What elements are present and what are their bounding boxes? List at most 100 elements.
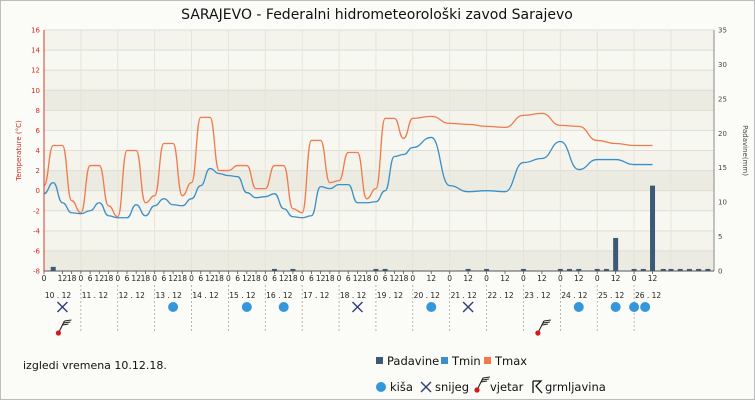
temperature-lines	[43, 112, 653, 219]
y-tick-label: 0	[36, 187, 40, 195]
x-hour-label: 12	[500, 274, 510, 283]
x-hour-label: 0	[632, 274, 637, 283]
legend-label-padavine: Padavine	[387, 354, 439, 368]
x-day-label: 10 . 12	[45, 291, 71, 300]
wind-barb	[482, 376, 491, 379]
precipitation-bar	[668, 268, 674, 271]
x-hour-label: 18	[325, 274, 335, 283]
precipitation-bar	[50, 266, 56, 271]
legend-label-tmax: Tmax	[494, 354, 527, 368]
precipitation-bar	[373, 268, 379, 271]
precipitation-bar	[557, 268, 563, 271]
rain-icon	[629, 302, 640, 312]
x-hour-label: 18	[178, 274, 188, 283]
y-tick-label: -8	[33, 268, 40, 276]
x-hour-label: 0	[115, 274, 120, 283]
x-hour-label: 12	[426, 274, 436, 283]
x-hour-label: 0	[595, 274, 600, 283]
wind-dot	[55, 330, 62, 336]
precipitation-bar	[382, 268, 388, 271]
x-hour-label: 18	[67, 274, 77, 283]
x-hour-label: 0	[300, 274, 305, 283]
x-day-label: 22 . 12	[487, 291, 513, 300]
background-band	[44, 50, 714, 71]
x-hour-label: 18	[214, 274, 224, 283]
x-hour-label: 6	[383, 274, 388, 283]
legend-swatch-tmin	[441, 357, 448, 364]
x-day-label: 24 . 12	[561, 291, 587, 300]
x-day-label: 19 . 12	[377, 291, 403, 300]
precipitation-bar	[567, 268, 573, 271]
precipitation-bar	[613, 237, 619, 271]
legend-swatch-padavine	[376, 357, 383, 364]
series-line-tmin	[43, 136, 653, 219]
y-tick-label: 10	[31, 87, 40, 95]
precipitation-bar	[520, 268, 526, 271]
x-hour-label: 12	[95, 274, 105, 283]
y-tick-label: 14	[31, 47, 40, 55]
x-hour-label: 12	[205, 274, 215, 283]
precipitation-bar	[640, 268, 646, 271]
x-hour-label: 6	[309, 274, 314, 283]
y2-tick-label: 15	[718, 164, 727, 172]
forecast-note: izgledi vremena 10.12.18.	[23, 359, 167, 372]
x-hour-label: 0	[78, 274, 83, 283]
snow-stroke	[462, 301, 474, 313]
x-hour-label: 0	[226, 274, 231, 283]
y-tick-label: 12	[31, 67, 40, 75]
snow-stroke	[56, 301, 68, 313]
x-hour-label: 0	[484, 274, 489, 283]
y-tick-label: -2	[33, 207, 40, 215]
background-band	[44, 170, 714, 191]
x-day-label: 21 . 12	[451, 291, 477, 300]
precipitation-bar	[594, 268, 600, 271]
x-hour-label: 12	[316, 274, 326, 283]
x-hour-label: 0	[410, 274, 415, 283]
legend-label-tmin: Tmin	[451, 354, 481, 368]
x-hour-label: 18	[399, 274, 409, 283]
y2-tick-label: 35	[718, 27, 727, 35]
y-tick-label: 6	[36, 127, 41, 135]
x-hour-label: 0	[447, 274, 452, 283]
background-band	[44, 130, 714, 151]
precipitation-bar	[290, 268, 296, 271]
rain-icon	[241, 302, 252, 312]
x-hour-label: 6	[235, 274, 240, 283]
wind-barb	[541, 323, 548, 326]
rain-icon	[168, 302, 179, 312]
snow-icon	[56, 301, 68, 313]
wind-barb	[542, 321, 550, 324]
y2-axis-title: Padavine(mm)	[741, 125, 749, 176]
x-hour-label: 6	[272, 274, 277, 283]
x-hour-label: 12	[611, 274, 621, 283]
wind-barb	[480, 380, 488, 383]
x-hour-label: 0	[374, 274, 379, 283]
precipitation-bar	[686, 268, 692, 271]
background-band	[44, 90, 714, 111]
chart-title: SARAJEVO - Federalni hidrometeorološki z…	[181, 7, 573, 23]
x-hour-label: 12	[463, 274, 473, 283]
y-tick-label: -6	[33, 247, 41, 255]
y2-tick-label: 10	[718, 199, 727, 207]
x-hour-label: 12	[168, 274, 178, 283]
precipitation-bar	[603, 268, 609, 271]
x-day-label: 20 . 12	[414, 291, 440, 300]
x-hour-label: 12	[537, 274, 547, 283]
x-hour-label: 6	[161, 274, 166, 283]
snow-icon	[462, 301, 474, 313]
wind-barb	[481, 378, 490, 381]
rain-icon	[610, 302, 621, 312]
y2-tick-label: 5	[718, 233, 722, 241]
x-hour-label: 12	[574, 274, 584, 283]
x-hour-label: 18	[251, 274, 261, 283]
x-day-label: 14 . 12	[192, 291, 218, 300]
x-hour-label: 12	[279, 274, 289, 283]
legend-swatch-tmax	[484, 357, 491, 364]
y-tick-label: 16	[31, 27, 40, 35]
x-day-label: 18 . 12	[340, 291, 366, 300]
precipitation-bar	[631, 268, 637, 271]
wind-icon	[474, 376, 491, 393]
x-hour-label: 12	[58, 274, 68, 283]
